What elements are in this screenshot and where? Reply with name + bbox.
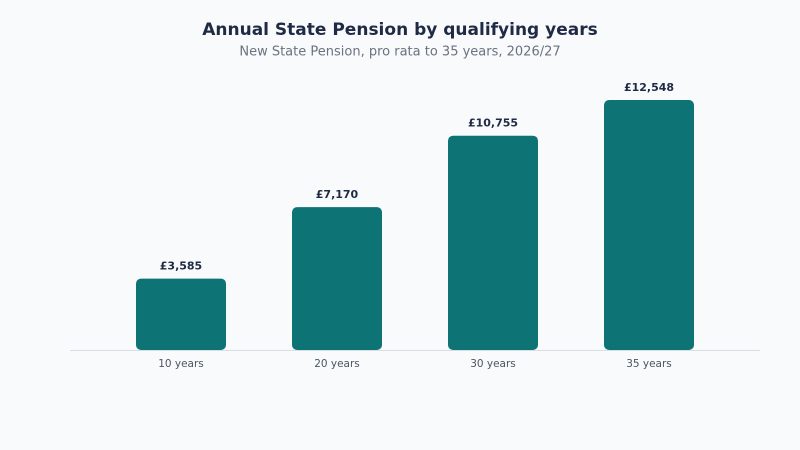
x-tick-label: 30 years [470, 358, 516, 370]
x-tick-label: 35 years [626, 358, 672, 370]
bar [448, 135, 538, 350]
bar [604, 100, 694, 350]
bar [136, 278, 226, 350]
chart-title: Annual State Pension by qualifying years [202, 20, 597, 40]
x-tick-label: 10 years [158, 358, 204, 370]
value-label: £3,585 [160, 260, 202, 273]
x-tick-label: 20 years [314, 358, 360, 370]
value-label: £7,170 [316, 188, 359, 201]
bar [292, 207, 382, 350]
value-label: £10,755 [468, 117, 518, 130]
value-label: £12,548 [624, 81, 674, 94]
chart-subtitle: New State Pension, pro rata to 35 years,… [239, 45, 560, 60]
